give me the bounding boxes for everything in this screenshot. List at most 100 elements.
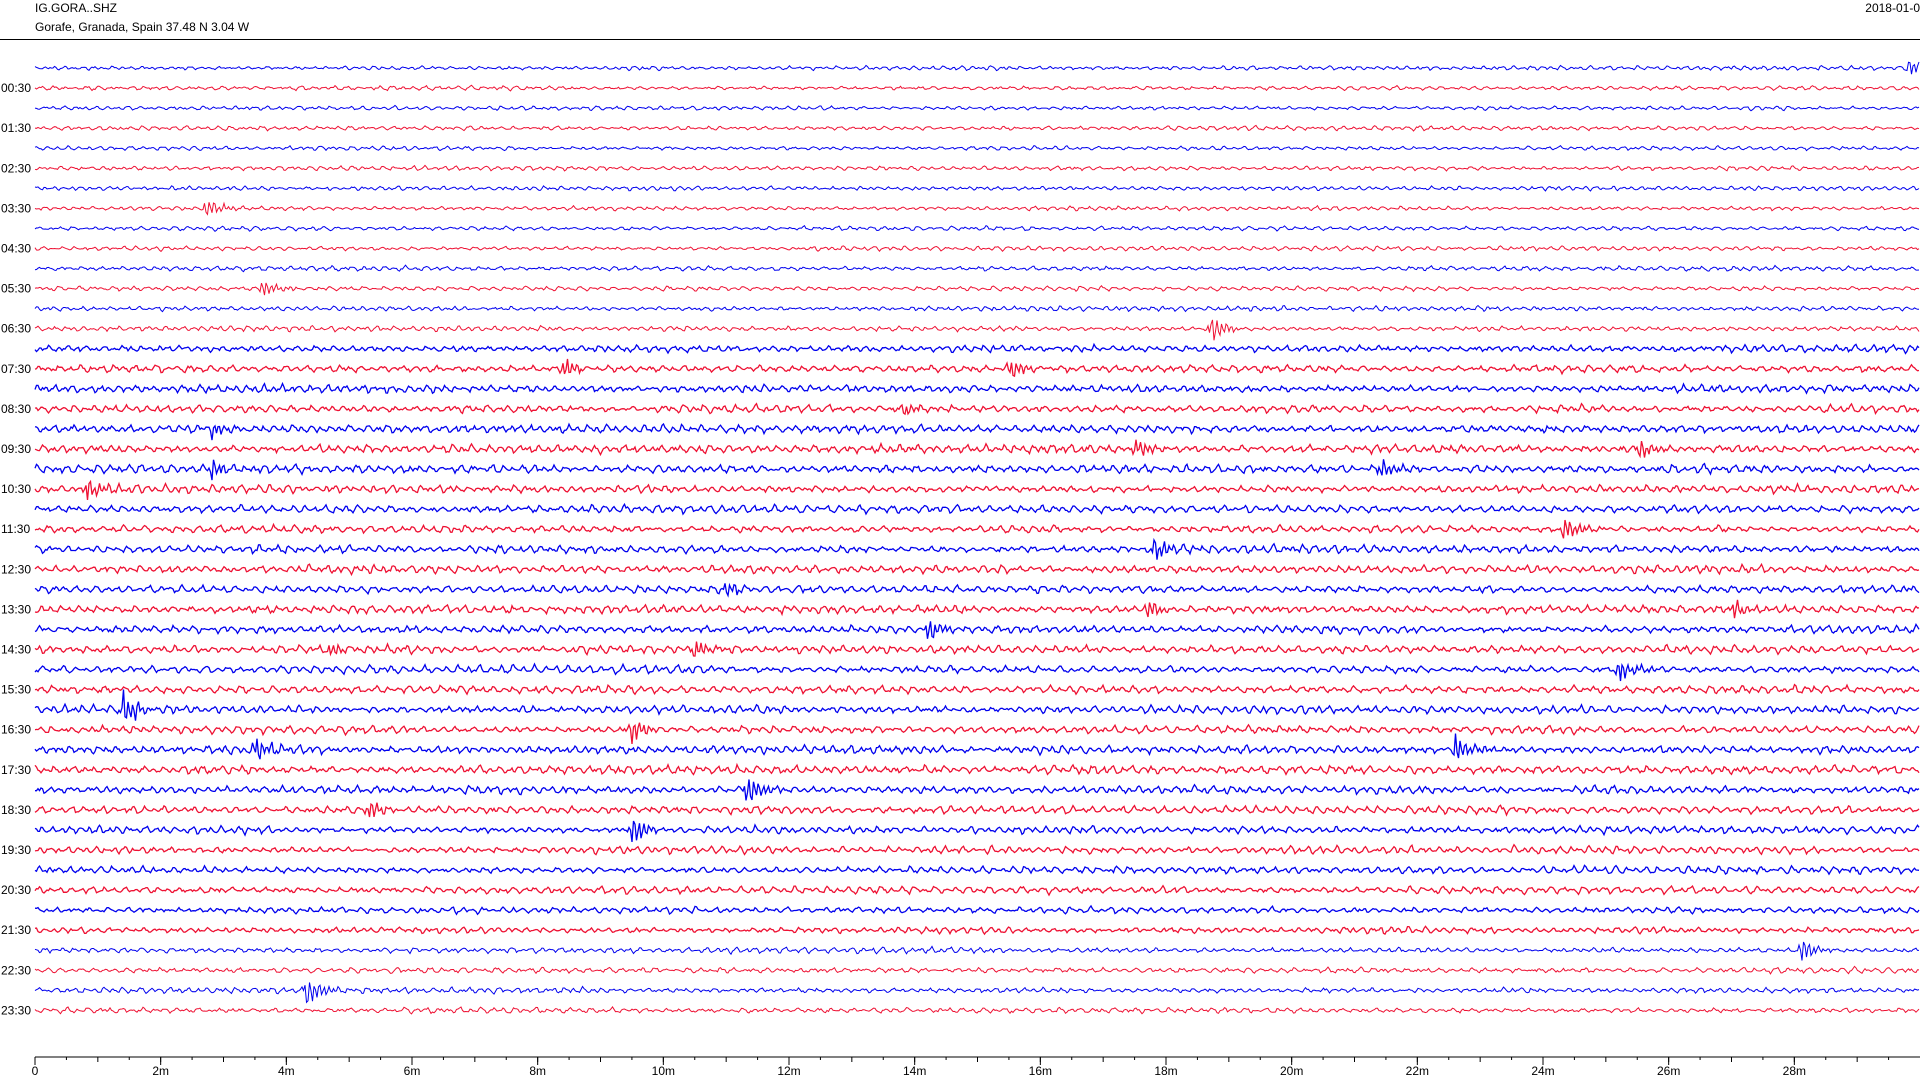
- row-label-background: [0, 400, 33, 416]
- seismic-trace: [34, 689, 1920, 721]
- row-time-label: 01:30: [1, 121, 31, 135]
- row-time-label: 14:30: [1, 642, 31, 656]
- seismic-trace: [34, 358, 1920, 378]
- x-axis-tick-label: 24m: [1531, 1064, 1554, 1078]
- row-label-background: [0, 240, 33, 256]
- x-axis-tick-label: 8m: [529, 1064, 546, 1078]
- x-axis-tick-label: 22m: [1406, 1064, 1429, 1078]
- seismic-trace: [34, 402, 1920, 416]
- row-time-label: 09:30: [1, 442, 31, 456]
- row-label-background: [0, 80, 33, 96]
- seismic-trace: [34, 641, 1920, 657]
- row-label-background: [0, 801, 33, 817]
- row-label-background: [0, 440, 33, 456]
- row-time-label: 16:30: [1, 723, 31, 737]
- row-label-background: [0, 601, 33, 617]
- row-time-label: 08:30: [1, 402, 31, 416]
- row-label-background: [0, 882, 33, 898]
- seismic-trace: [35, 779, 1920, 801]
- seismic-trace: [34, 282, 1920, 296]
- seismic-trace: [34, 201, 1920, 216]
- seismic-trace: [34, 820, 1920, 842]
- seismic-trace: [34, 621, 1920, 639]
- seismic-trace: [34, 144, 1920, 152]
- row-time-label: 23:30: [1, 1003, 31, 1017]
- seismic-trace: [34, 439, 1920, 459]
- seismic-trace: [34, 84, 1920, 92]
- seismic-trace: [34, 245, 1920, 253]
- seismic-trace: [34, 104, 1920, 112]
- x-axis-tick-label: 0: [32, 1064, 39, 1078]
- seismic-trace: [34, 599, 1920, 619]
- seismic-trace: [34, 185, 1920, 192]
- x-axis-tick-label: 14m: [903, 1064, 926, 1078]
- x-axis: 0 2m 4m 6m 8m 10m 12m 14m 16m 18m 20m 22m 24m 26m 28m: [32, 1056, 1920, 1078]
- row-label-background: [0, 360, 33, 376]
- seismic-trace: [34, 562, 1920, 577]
- seismic-trace: [34, 941, 1919, 961]
- row-time-label: 03:30: [1, 201, 31, 215]
- seismic-trace: [34, 1006, 1920, 1015]
- seismic-trace: [34, 843, 1920, 856]
- row-time-label: 17:30: [1, 763, 31, 777]
- seismic-trace: [34, 802, 1920, 818]
- seismic-trace: [34, 519, 1920, 539]
- header-divider: [0, 39, 1920, 40]
- seismic-trace: [34, 459, 1920, 481]
- row-label-background: [0, 962, 33, 978]
- row-label-background: [0, 120, 33, 136]
- trace-group: [34, 61, 1920, 1015]
- seismic-trace: [34, 164, 1920, 172]
- date-label: 2018-01-0: [1865, 1, 1920, 15]
- row-time-label: 20:30: [1, 883, 31, 897]
- row-label-background: [0, 922, 33, 938]
- x-axis-tick-label: 6m: [404, 1064, 421, 1078]
- seismic-trace: [34, 662, 1920, 682]
- row-time-label: 13:30: [1, 602, 31, 616]
- seismic-trace: [34, 582, 1920, 598]
- row-label-background: [0, 641, 33, 657]
- seismic-trace: [34, 864, 1920, 876]
- row-time-label: 21:30: [1, 923, 31, 937]
- seismic-trace: [34, 342, 1920, 355]
- row-label-background: [0, 681, 33, 697]
- station-location: Gorafe, Granada, Spain 37.48 N 3.04 W: [35, 20, 250, 34]
- row-label-background: [0, 761, 33, 777]
- row-time-label: 02:30: [1, 161, 31, 175]
- seismic-trace: [34, 422, 1920, 441]
- row-label-background: [0, 521, 33, 537]
- row-label-background: [0, 320, 33, 336]
- row-time-label: 10:30: [1, 482, 31, 496]
- seismic-trace: [34, 982, 1920, 1004]
- row-time-label: 12:30: [1, 562, 31, 576]
- seismic-trace: [34, 479, 1920, 500]
- row-label-group: 00:30 01:30 02:30 03:30 04:30 05:30 06:30 07:30…: [0, 80, 33, 1018]
- row-time-label: 22:30: [1, 963, 31, 977]
- seismic-trace: [34, 904, 1920, 916]
- row-label-background: [0, 481, 33, 497]
- x-axis-tick-label: 20m: [1280, 1064, 1303, 1078]
- seismic-trace: [34, 304, 1919, 313]
- x-axis-tick-label: 2m: [152, 1064, 169, 1078]
- row-label-background: [0, 1002, 33, 1018]
- seismic-trace: [34, 61, 1920, 75]
- seismic-trace: [34, 264, 1920, 273]
- seismic-trace: [34, 319, 1920, 341]
- row-label-background: [0, 561, 33, 577]
- x-axis-tick-label: 28m: [1783, 1064, 1806, 1078]
- seismic-trace: [34, 502, 1920, 516]
- row-time-label: 11:30: [1, 522, 30, 536]
- row-label-background: [0, 160, 33, 176]
- x-axis-tick-label: 18m: [1154, 1064, 1177, 1078]
- seismic-trace: [34, 884, 1920, 897]
- row-time-label: 04:30: [1, 241, 31, 255]
- row-label-background: [0, 280, 33, 296]
- seismic-trace: [34, 733, 1920, 760]
- row-time-label: 06:30: [1, 322, 31, 336]
- x-axis-tick-label: 4m: [278, 1064, 295, 1078]
- seismic-trace: [34, 925, 1920, 936]
- seismic-trace: [34, 762, 1920, 776]
- seismic-trace: [34, 722, 1920, 744]
- seismic-trace: [34, 224, 1920, 232]
